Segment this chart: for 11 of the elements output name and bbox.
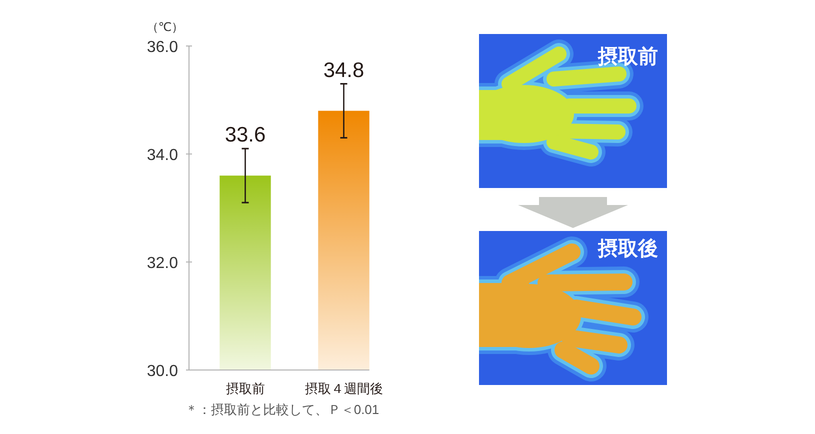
y-tick-label: 30.0 — [146, 363, 178, 380]
text: 摂取後 — [597, 238, 658, 260]
text: 摂取前 — [597, 46, 658, 68]
text: ＊：摂取前と比較して、Ｐ＜0.01 — [184, 402, 380, 417]
data-label: 33.6 — [224, 124, 266, 147]
y-tick-label: 34.0 — [146, 147, 178, 164]
y-tick-label: 32.0 — [146, 255, 178, 272]
y-axis-title: （℃） — [146, 20, 184, 34]
y-tick-label: 36.0 — [146, 39, 178, 56]
data-label: 34.8 — [323, 58, 364, 82]
x-tick-label: 摂取４週間後 — [304, 381, 383, 396]
